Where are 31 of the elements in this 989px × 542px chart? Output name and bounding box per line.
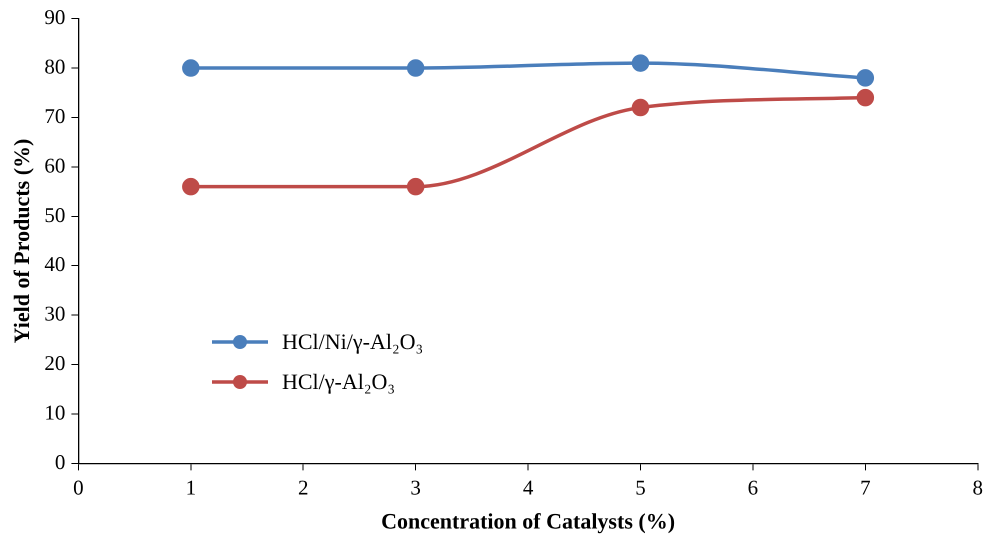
x-tick-label: 3 [410,476,421,500]
x-tick-label: 2 [298,476,308,500]
x-tick-label: 8 [972,476,983,500]
y-tick-label: 80 [44,54,66,79]
x-axis-title: Concentration of Catalysts (%) [381,508,676,534]
y-tick-label: 30 [44,302,66,326]
point [406,59,424,77]
point [182,178,200,196]
point [632,54,650,72]
point [856,69,874,87]
x-tick-label: 4 [522,476,534,500]
point [182,59,200,77]
x-tick-label: 5 [635,476,646,500]
y-tick-label: 20 [44,351,66,376]
y-axis-title: Yield of Products (%) [8,138,34,344]
legend-label: HCl/Ni/γ-Al₂O₃ [282,329,424,355]
point [856,88,874,106]
x-tick-label: 0 [73,476,84,500]
y-tick-label: 40 [44,252,66,276]
point [406,178,424,196]
legend-label: HCl/γ-Al₂O₃ [282,369,396,395]
x-tick-label: 7 [860,476,871,500]
y-tick-label: 70 [44,104,66,128]
y-tick-label: 90 [44,5,66,30]
y-tick-label: 50 [44,202,66,227]
point [632,98,650,116]
x-tick-label: 6 [748,476,758,500]
x-tick-label: 1 [186,476,196,500]
y-tick-label: 10 [44,400,66,424]
y-tick-label: 0 [54,450,66,474]
y-tick-label: 60 [44,153,66,178]
